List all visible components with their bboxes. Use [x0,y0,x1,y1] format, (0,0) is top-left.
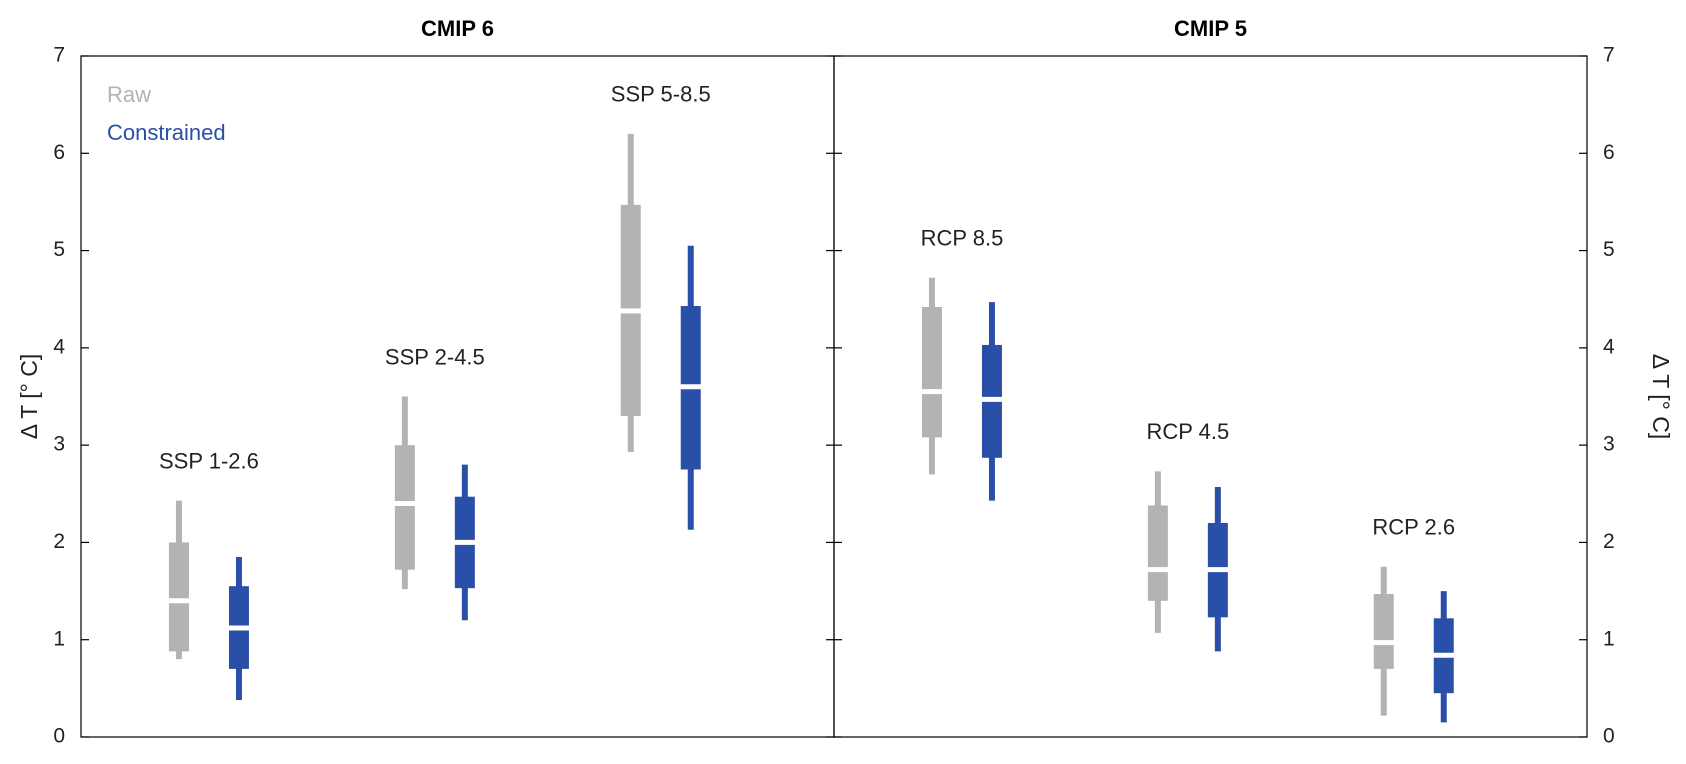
category-label: SSP 5-8.5 [611,82,711,107]
y-tick-label: 4 [53,335,65,358]
panel-title: CMIP 5 [1174,16,1247,41]
y-tick-label: 7 [53,44,65,67]
box [921,306,942,438]
category-label: SSP 2-4.5 [385,344,485,369]
box [168,542,189,652]
y-tick-label: 5 [1603,238,1615,261]
category-label: RCP 8.5 [921,226,1004,251]
y-tick-label: 7 [1603,44,1615,67]
box [394,445,415,570]
y-tick-label: 2 [1603,530,1615,553]
y-tick-label: 3 [53,433,65,456]
plot-frame [80,55,835,738]
box [1147,505,1168,601]
category-label: RCP 2.6 [1372,515,1455,540]
category-label: RCP 4.5 [1146,419,1229,444]
y-tick-label: 4 [1603,335,1615,358]
y-axis-label: Δ T [° C] [16,354,42,440]
y-tick-label: 1 [1603,627,1615,650]
plot-frame [833,55,1588,738]
category-label: SSP 1-2.6 [159,448,259,473]
y-tick-label: 5 [53,238,65,261]
y-tick-label: 1 [53,627,65,650]
y-tick-label: 0 [1603,725,1615,748]
y-tick-label: 6 [53,141,65,164]
legend-label: Raw [107,82,151,107]
box [1373,593,1394,669]
y-axis-label: Δ T [° C] [1648,354,1674,440]
y-tick-label: 3 [1603,433,1615,456]
legend-label: Constrained [107,120,226,145]
panel-title: CMIP 6 [421,16,494,41]
y-tick-label: 0 [53,725,65,748]
y-tick-label: 2 [53,530,65,553]
y-tick-label: 6 [1603,141,1615,164]
